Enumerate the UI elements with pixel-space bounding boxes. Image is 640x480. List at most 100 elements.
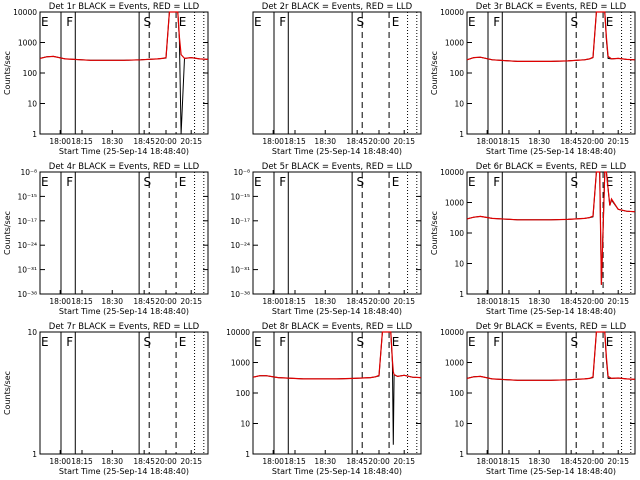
x-tick-label: 18:15	[498, 457, 520, 466]
event-marker-E: E	[179, 15, 187, 29]
chart-panel-1: Det 1r BLACK = Events, RED = LLD Counts/s…	[3, 2, 209, 156]
y-tick-label: 1000	[231, 359, 250, 368]
event-marker-E: E	[179, 335, 187, 349]
x-tick-label: 18:00	[262, 457, 284, 466]
event-marker-S: S	[356, 175, 364, 189]
event-marker-F: F	[493, 15, 500, 29]
y-tick-label: 10	[454, 100, 464, 109]
y-tick-label: 10⁻¹⁷	[230, 217, 250, 226]
event-marker-E: E	[468, 15, 476, 29]
y-axis-label: Counts/sec	[430, 211, 439, 255]
x-tick-label: 18:15	[71, 137, 93, 146]
y-axis-label: Counts/sec	[3, 371, 12, 415]
y-tick-label: 1000	[445, 39, 464, 48]
y-tick-label: 10⁻⁸	[20, 168, 37, 177]
x-tick-label: 20:00	[582, 137, 604, 146]
y-axis-label: Counts/sec	[3, 51, 12, 95]
event-marker-F: F	[493, 175, 500, 189]
lld-series-line	[252, 331, 422, 380]
x-tick-label: 20:00	[155, 137, 177, 146]
y-axis-label: Counts/sec	[3, 211, 12, 255]
events-series-line	[39, 11, 209, 135]
event-marker-E: E	[392, 335, 400, 349]
lld-series-line	[39, 11, 209, 61]
y-tick-label: 10⁻¹⁵	[17, 192, 37, 201]
x-tick-label: 18:30	[101, 457, 123, 466]
x-tick-label: 18:30	[101, 137, 123, 146]
chart-title: Det 4r BLACK = Events, RED = LLD	[49, 162, 200, 172]
y-tick-label: 100	[450, 229, 465, 238]
y-tick-label: 1	[459, 450, 464, 459]
chart-panel-7: Det 7r BLACK = Events, RED = LLD Counts/s…	[3, 322, 209, 476]
x-tick-label: 20:15	[607, 457, 629, 466]
event-marker-E: E	[606, 335, 614, 349]
y-tick-label: 100	[450, 69, 465, 78]
x-tick-label: 18:30	[314, 297, 336, 306]
lld-series-line	[466, 11, 636, 63]
y-tick-label: 1	[32, 450, 37, 459]
x-axis-label: Start Time (25-Sep-14 18:48:40)	[486, 467, 616, 476]
x-tick-label: 20:00	[368, 297, 390, 306]
y-tick-label: 10	[454, 420, 464, 429]
chart-panel-5: Det 5r BLACK = Events, RED = LLD 10⁻³⁸ 10⁻…	[230, 162, 422, 316]
x-tick-label: 18:15	[71, 297, 93, 306]
x-tick-label: 20:00	[155, 457, 177, 466]
plot-frame	[466, 331, 636, 455]
x-tick-label: 18:45	[560, 137, 582, 146]
event-marker-E: E	[392, 175, 400, 189]
x-axis-label: Start Time (25-Sep-14 18:48:40)	[59, 307, 189, 316]
y-tick-label: 10⁻³⁸	[17, 290, 37, 299]
x-tick-label: 18:30	[528, 137, 550, 146]
x-tick-label: 18:45	[560, 457, 582, 466]
lld-series-line	[466, 331, 636, 381]
event-marker-E: E	[254, 175, 262, 189]
chart-panel-6: Det 6r BLACK = Events, RED = LLD Counts/s…	[430, 162, 636, 316]
y-tick-label: 10	[454, 260, 464, 269]
event-marker-F: F	[279, 15, 286, 29]
y-tick-label: 10000	[440, 8, 464, 17]
event-marker-E: E	[254, 335, 262, 349]
x-axis-label: Start Time (25-Sep-14 18:48:40)	[486, 307, 616, 316]
chart-panel-4: Det 4r BLACK = Events, RED = LLD Counts/s…	[3, 162, 209, 316]
chart-title: Det 9r BLACK = Events, RED = LLD	[476, 322, 627, 332]
x-axis-label: Start Time (25-Sep-14 18:48:40)	[59, 147, 189, 156]
x-tick-label: 20:00	[155, 297, 177, 306]
x-tick-label: 18:45	[133, 457, 155, 466]
plot-frame	[466, 11, 636, 135]
x-tick-label: 20:00	[368, 137, 390, 146]
x-tick-label: 20:15	[180, 137, 202, 146]
x-tick-label: 18:30	[528, 457, 550, 466]
event-marker-E: E	[41, 175, 49, 189]
plot-frame	[466, 171, 636, 295]
y-tick-label: 10000	[13, 8, 37, 17]
x-tick-label: 18:45	[133, 297, 155, 306]
x-axis-label: Start Time (25-Sep-14 18:48:40)	[272, 467, 402, 476]
chart-title: Det 8r BLACK = Events, RED = LLD	[262, 322, 413, 332]
x-tick-label: 18:00	[49, 297, 71, 306]
y-tick-label: 100	[23, 69, 38, 78]
x-tick-label: 20:15	[180, 297, 202, 306]
y-tick-label: 100	[236, 389, 251, 398]
y-tick-label: 1000	[445, 199, 464, 208]
plot-frame	[252, 331, 422, 455]
y-tick-label: 10⁻¹⁷	[17, 217, 37, 226]
chart-title: Det 1r BLACK = Events, RED = LLD	[49, 2, 200, 12]
lld-series-line	[466, 171, 636, 285]
y-tick-label: 10	[27, 100, 37, 109]
chart-title: Det 5r BLACK = Events, RED = LLD	[262, 162, 413, 172]
y-tick-label: 1000	[18, 39, 37, 48]
x-tick-label: 20:00	[582, 457, 604, 466]
event-marker-E: E	[468, 175, 476, 189]
event-marker-E: E	[254, 15, 262, 29]
y-tick-label: 10000	[440, 168, 464, 177]
event-marker-S: S	[143, 335, 151, 349]
x-tick-label: 18:45	[346, 457, 368, 466]
x-tick-label: 18:45	[346, 297, 368, 306]
event-marker-E: E	[606, 175, 614, 189]
chart-panel-8: Det 8r BLACK = Events, RED = LLD 1 10 100 10…	[226, 322, 422, 476]
y-tick-label: 10	[240, 420, 250, 429]
x-tick-label: 20:15	[393, 457, 415, 466]
y-tick-label: 10⁻²⁴	[230, 241, 250, 250]
event-marker-F: F	[279, 175, 286, 189]
